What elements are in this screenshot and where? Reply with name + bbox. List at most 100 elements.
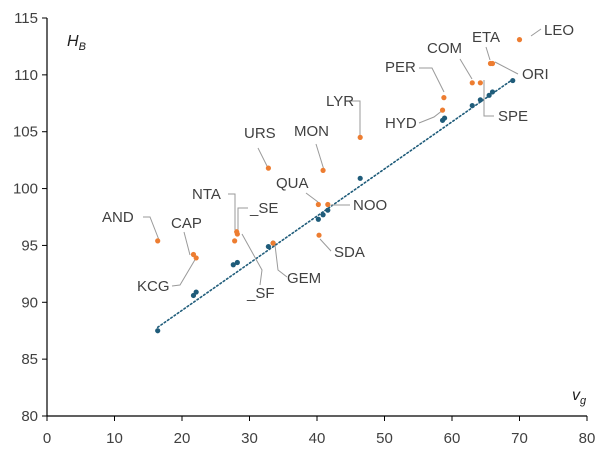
- fitted-point: [315, 216, 321, 222]
- y-tick-label: 105: [13, 124, 38, 141]
- leader-line: [419, 67, 445, 93]
- labeled-point: [320, 167, 326, 173]
- fitted-point: [441, 115, 448, 121]
- labeled-point: [270, 240, 276, 246]
- fitted-point: [469, 102, 475, 109]
- leader-line: [494, 61, 519, 75]
- leader-line: [315, 143, 325, 171]
- labeled-point: [315, 201, 321, 208]
- labeled-point: [357, 134, 363, 140]
- point-label: NOO: [353, 197, 387, 214]
- trendline: [156, 78, 514, 329]
- labeled-point: [193, 255, 199, 261]
- fitted-point: [320, 212, 326, 218]
- leader-line: [418, 109, 444, 124]
- point-label: URS: [244, 125, 276, 142]
- point-label: SDA: [334, 244, 365, 261]
- leader-line: [485, 46, 491, 61]
- fitted-point: [486, 92, 492, 98]
- x-axis-title-main: v: [572, 387, 581, 404]
- point-label: MON: [294, 123, 329, 140]
- point-label: LYR: [326, 93, 354, 110]
- leader-line: [459, 58, 473, 80]
- point-label: _SF: [246, 285, 275, 302]
- x-axis-title: vg: [572, 387, 587, 407]
- label-leader-lines: [143, 28, 542, 287]
- labeled-point: [469, 80, 475, 86]
- point-label: SPE: [498, 108, 528, 125]
- leader-line: [305, 192, 319, 203]
- point-label: COM: [427, 40, 462, 57]
- fitted-point: [357, 175, 363, 181]
- x-axis-title-sub: g: [580, 395, 587, 407]
- y-tick-label: 80: [21, 408, 38, 425]
- point-labels: LEO ETA ORI COM SPE PER HYD LYR MON URS QUA NOO SDA N…: [102, 22, 574, 302]
- fitted-point: [489, 89, 496, 95]
- labeled-point: [441, 95, 447, 101]
- fitted-point: [477, 97, 483, 103]
- x-tick-label: 0: [43, 430, 51, 447]
- point-label: ORI: [522, 66, 549, 83]
- x-tick-label: 10: [106, 430, 123, 447]
- y-tick-label: 95: [21, 237, 38, 254]
- point-label: CAP: [171, 215, 202, 232]
- fitted-point: [234, 259, 240, 266]
- point-label: _SE: [249, 200, 278, 217]
- fitted-point: [193, 289, 199, 295]
- point-label: LEO: [544, 22, 574, 39]
- labeled-point: [316, 232, 322, 238]
- y-axis-title-main: H: [67, 33, 79, 50]
- fitted-point: [510, 77, 516, 84]
- leader-line: [171, 257, 197, 287]
- labeled-point: [439, 107, 446, 113]
- leader-line: [228, 193, 236, 230]
- x-axis-ticks: 0 10 20 30 40 50 60 70 80: [43, 416, 596, 447]
- leader-line: [530, 28, 542, 37]
- point-label: AND: [102, 209, 134, 226]
- y-tick-label: 100: [13, 181, 38, 198]
- leader-line: [483, 80, 494, 117]
- y-axis-title: HB: [67, 33, 86, 53]
- point-label: NTA: [192, 186, 221, 203]
- point-label: ETA: [472, 29, 500, 46]
- fitted-point: [155, 328, 161, 334]
- fitted-point: [265, 243, 271, 250]
- leader-line: [237, 207, 248, 234]
- labeled-point: [155, 238, 161, 244]
- leader-line: [183, 231, 191, 256]
- fitted-point: [230, 262, 236, 268]
- labeled-point: [516, 37, 523, 43]
- x-tick-label: 20: [174, 430, 191, 447]
- y-tick-label: 90: [21, 294, 38, 311]
- fitted-point: [325, 207, 331, 213]
- point-label: GEM: [287, 270, 321, 287]
- y-axis-ticks: 80 85 90 95 100 105 110 115: [13, 10, 47, 425]
- x-tick-label: 70: [511, 430, 528, 447]
- leader-line: [143, 216, 160, 241]
- point-label: KCG: [137, 278, 170, 295]
- x-tick-label: 80: [579, 430, 596, 447]
- x-tick-label: 40: [309, 430, 326, 447]
- point-label: HYD: [385, 115, 417, 132]
- y-axis-title-sub: B: [79, 41, 86, 53]
- labeled-point: [489, 60, 496, 67]
- labeled-point: [265, 165, 271, 171]
- leader-line: [274, 244, 288, 278]
- leader-line: [319, 238, 332, 252]
- leader-line: [257, 147, 269, 169]
- point-label: QUA: [276, 175, 309, 192]
- x-tick-label: 50: [376, 430, 393, 447]
- labeled-point: [325, 201, 331, 208]
- y-tick-label: 85: [21, 351, 38, 368]
- labeled-point: [477, 80, 483, 86]
- leader-line: [241, 233, 263, 286]
- y-tick-label: 115: [14, 10, 38, 27]
- labeled-points: [155, 37, 523, 261]
- labeled-point: [232, 238, 238, 244]
- y-tick-label: 110: [14, 67, 38, 84]
- leader-line: [351, 100, 361, 135]
- x-tick-label: 60: [444, 430, 461, 447]
- labeled-point: [234, 231, 240, 237]
- x-tick-label: 30: [241, 430, 258, 447]
